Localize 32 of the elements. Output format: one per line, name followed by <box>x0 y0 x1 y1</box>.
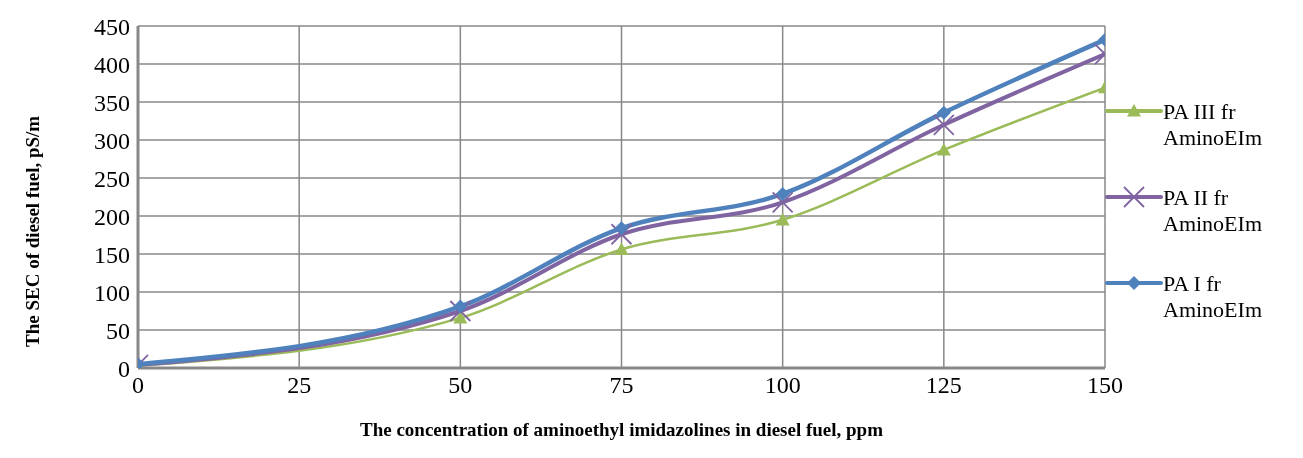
y-tick-label: 50 <box>106 317 130 344</box>
x-tick-label: 100 <box>764 372 801 399</box>
point <box>771 191 794 214</box>
x-axis-title: The concentration of aminoethyl imidazolines in diesel fuel, ppm <box>359 419 884 440</box>
point <box>449 300 472 322</box>
x-tick-label: 25 <box>287 372 312 399</box>
y-axis-title: The SEC of diesel fuel, pS/m <box>21 115 43 347</box>
point <box>775 186 790 201</box>
point <box>614 221 629 236</box>
y-tick-label: 200 <box>94 203 130 230</box>
point <box>614 242 629 256</box>
legend-label: PA III fr AminoEIm <box>1163 99 1263 151</box>
point <box>610 223 633 246</box>
y-tick-label: 300 <box>94 127 130 154</box>
point <box>936 142 951 156</box>
y-tick-label: 450 <box>94 13 130 40</box>
y-tick-label: 0 <box>118 355 130 382</box>
x-tick-label: 50 <box>448 372 473 399</box>
x-tick-label: 150 <box>1087 372 1123 399</box>
x-tick-label: 75 <box>609 372 634 399</box>
x-tick-label: 125 <box>925 372 962 399</box>
y-tick-label: 150 <box>94 241 130 268</box>
y-tick-label: 250 <box>94 165 130 192</box>
legend-label: PA I fr AminoEIm <box>1163 271 1263 323</box>
y-tick-label: 350 <box>94 89 130 116</box>
y-tick-label: 100 <box>94 279 130 306</box>
point <box>775 212 790 226</box>
point <box>932 113 955 136</box>
legend-label: PA II fr AminoEIm <box>1163 185 1263 237</box>
point <box>453 299 468 314</box>
y-tick-label: 400 <box>94 51 130 78</box>
point <box>936 105 951 120</box>
